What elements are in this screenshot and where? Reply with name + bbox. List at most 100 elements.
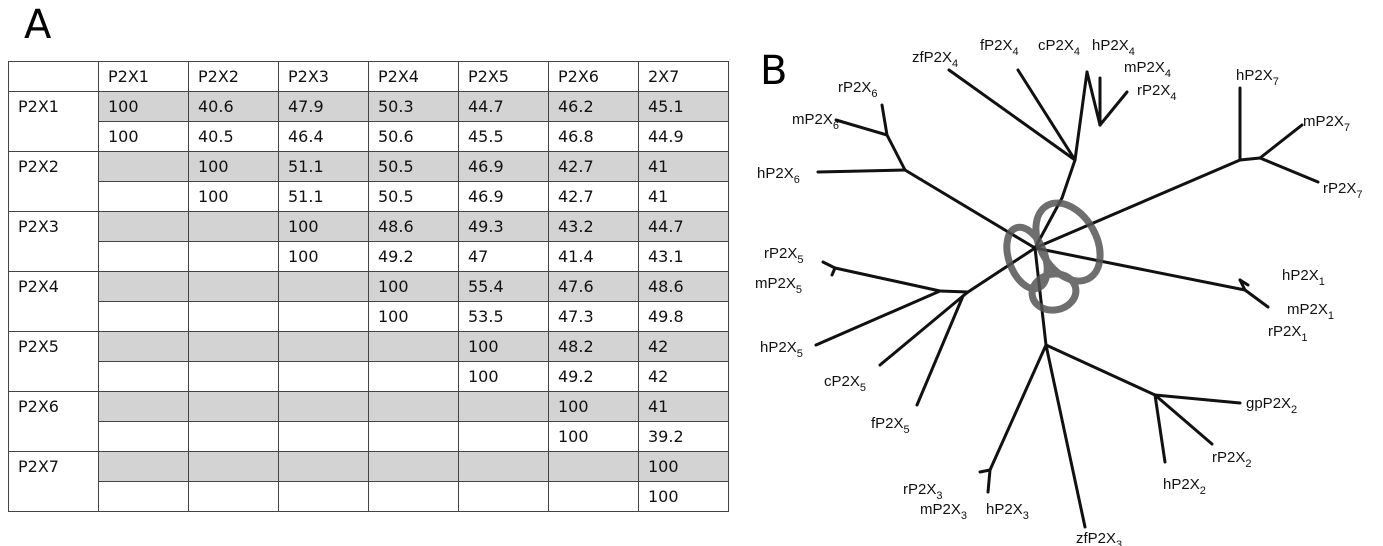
tree-branch [885, 133, 907, 172]
table-cell [188, 481, 279, 512]
tree-leaf-label: hP2X1 [1282, 267, 1325, 288]
tree-branch [1085, 70, 1102, 127]
tree-leaf-label: hP2X2 [1163, 476, 1206, 497]
row-header: P2X6 [8, 391, 99, 452]
table-cell [188, 241, 279, 272]
table-cell: 100 [98, 121, 189, 152]
row-header: P2X1 [8, 91, 99, 152]
table-cell: 100 [98, 91, 189, 122]
tree-branch [938, 289, 970, 294]
table-cell: 47 [458, 241, 549, 272]
table-cell [548, 481, 639, 512]
row-header: P2X5 [8, 331, 99, 392]
tree-leaf-label: rP2X4 [1137, 82, 1176, 103]
table-cell: 100 [188, 151, 279, 182]
table-cell: 51.1 [278, 151, 369, 182]
table-row: P2X7 100 [8, 451, 729, 512]
table-cell: 100 [458, 331, 549, 362]
tree-leaf-label: rP2X3 [903, 481, 942, 502]
table-cell [368, 331, 459, 362]
table-cell [368, 421, 459, 452]
table-cell: 53.5 [458, 301, 549, 332]
table-cell [98, 421, 189, 452]
tree-branch [1016, 68, 1077, 162]
table-cell [368, 481, 459, 512]
table-cell [98, 181, 189, 212]
tree-branch [1044, 343, 1087, 529]
table-cell [98, 301, 189, 332]
table-cell: 100 [548, 421, 639, 452]
table-cell: 41 [638, 181, 729, 212]
tree-leaf-label: hP2X6 [757, 165, 800, 186]
table-cell [188, 391, 279, 422]
table-cell [278, 391, 369, 422]
tree-leaf-label: mP2X5 [755, 275, 802, 296]
table-row: P2X2 100 51.1 50.5 46.9 42.7 41 [8, 151, 729, 212]
table-cell: 50.5 [368, 151, 459, 182]
node-highlight-oval [1028, 270, 1080, 314]
identity-table: P2X1 P2X2 P2X3 P2X4 P2X5 P2X6 2X7 P2X1 100 40.6 47… [8, 61, 729, 512]
table-cell [188, 361, 279, 392]
table-cell: 49.2 [548, 361, 639, 392]
tree-leaf-label: cP2X5 [824, 373, 866, 394]
table-row: 100 [9, 481, 729, 512]
table-cell [278, 271, 369, 302]
tree-leaf-label: fP2X5 [871, 415, 910, 436]
table-cell [188, 451, 279, 482]
table-cell: 40.6 [188, 91, 279, 122]
table-cell: 44.7 [638, 211, 729, 242]
tree-branch [1033, 246, 1048, 347]
table-cell: 51.1 [278, 181, 369, 212]
column-header: 2X7 [638, 61, 729, 92]
tree-leaf-label: mP2X7 [1303, 113, 1350, 134]
tree-leaf-label: mP2X3 [920, 501, 967, 522]
table-cell: 46.8 [548, 121, 639, 152]
table-cell: 46.2 [548, 91, 639, 122]
table-cell: 48.6 [638, 271, 729, 302]
table-cell: 55.4 [458, 271, 549, 302]
table-row: P2X4 100 55.4 47.6 48.6 [8, 271, 729, 332]
table-cell: 100 [548, 391, 639, 422]
tree-branch [833, 266, 942, 293]
tree-branch [1238, 156, 1262, 162]
tree-branch [1033, 246, 1247, 292]
table-cell: 41 [638, 151, 729, 182]
tree-branch [830, 266, 837, 277]
column-header: P2X5 [458, 61, 549, 92]
table-cell: 50.6 [368, 121, 459, 152]
tree-branch [1258, 123, 1304, 160]
tree-branch [821, 260, 837, 270]
tree-leaf-label: fP2X4 [980, 37, 1019, 58]
tree-branch [1153, 393, 1167, 464]
table-cell [458, 421, 549, 452]
tree-leaf-label: rP2X2 [1212, 449, 1251, 470]
tree-branch [903, 168, 1037, 250]
table-cell [98, 481, 189, 512]
table-cell [98, 391, 189, 422]
table-cell [98, 451, 189, 482]
panel-label-a: A [24, 2, 52, 48]
tree-branch [1258, 156, 1320, 184]
table-row: P2X1 100 40.6 47.9 50.3 44.7 46.2 45.1 [8, 91, 729, 152]
table-cell: 100 [278, 211, 369, 242]
table-cell: 100 [638, 451, 729, 482]
table-row: P2X6 100 41 [8, 391, 729, 452]
node-highlight-oval [1003, 223, 1051, 293]
table-row: 100 40.5 46.4 50.6 45.5 46.8 44.9 [9, 121, 729, 152]
tree-branch [1073, 70, 1089, 162]
tree-branch [1033, 158, 1242, 250]
tree-leaf-label: rP2X7 [1323, 180, 1362, 201]
table-cell: 41.4 [548, 241, 639, 272]
table-cell: 44.7 [458, 91, 549, 122]
table-cell: 49.2 [368, 241, 459, 272]
table-cell: 39.2 [638, 421, 729, 452]
tree-leaf-label: mP2X1 [1287, 301, 1334, 322]
table-cell: 42.7 [548, 151, 639, 182]
tree-leaf-label: cP2X4 [1038, 37, 1080, 58]
tree-branch [1153, 393, 1214, 446]
table-cell: 100 [368, 271, 459, 302]
table-cell [368, 451, 459, 482]
table-cell: 49.8 [638, 301, 729, 332]
tree-leaf-label: rP2X1 [1268, 323, 1307, 344]
